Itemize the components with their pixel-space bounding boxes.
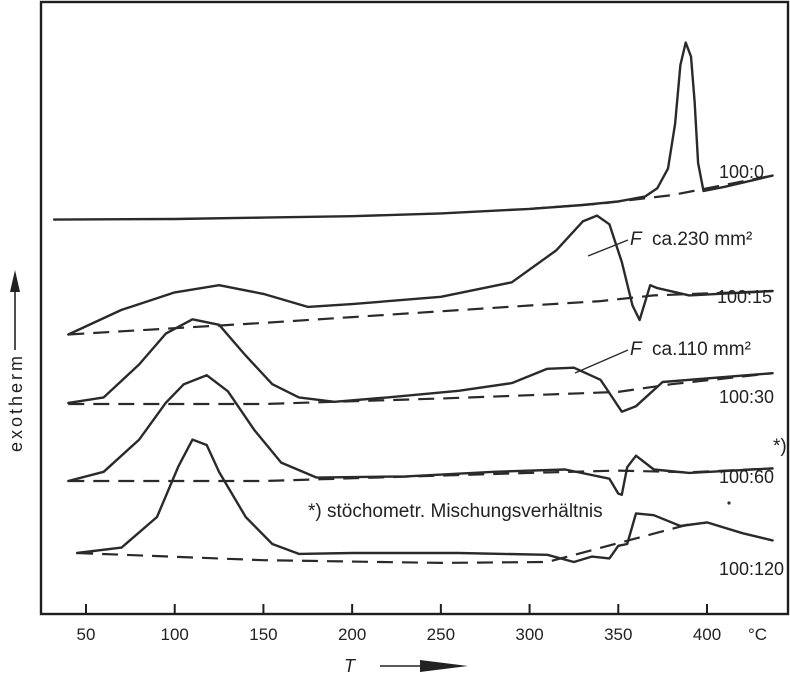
curve-label-100-120: 100:120 (719, 559, 784, 579)
baseline-100-30 (68, 372, 773, 406)
leader-line-230 (587, 239, 629, 257)
x-tick-label-150: 150 (249, 625, 277, 644)
curve-label-100-30: 100:30 (719, 387, 774, 407)
curve-label-100-60: 100:60 (719, 467, 774, 487)
y-axis-arrowhead-icon (10, 270, 20, 292)
curve-label-100-15: 100:15 (717, 287, 772, 307)
stray-dot (727, 501, 731, 505)
footnote-text: *) stöchometr. Mischungsverhältnis (308, 501, 603, 522)
leader-line-110 (574, 349, 629, 374)
dsc-curve-100-15 (67, 214, 774, 336)
dsc-curve-100-30 (67, 318, 774, 413)
area-value-label-110: ca.110 mm² (652, 339, 751, 360)
dsc-curve-100-0 (52, 41, 774, 221)
area-F-label-2: F (630, 339, 643, 360)
plot-frame (39, 0, 790, 616)
baseline-100-0 (529, 174, 773, 210)
x-tick-label-400: 400 (693, 625, 721, 644)
x-axis-label: T (344, 656, 357, 676)
baseline-100-60 (68, 467, 773, 483)
x-tick-label-350: 350 (604, 625, 632, 644)
x-tick-label-300: 300 (515, 625, 543, 644)
x-tick-label-50: 50 (77, 625, 96, 644)
x-tick-label-200: 200 (338, 625, 366, 644)
dsc-curve-100-120 (75, 438, 774, 564)
x-axis-unit: °C (748, 625, 767, 644)
stoichiometric-marker: *) (773, 436, 787, 457)
area-F-label-1: F (630, 229, 643, 250)
x-tick-label-250: 250 (427, 625, 455, 644)
area-value-label-230: ca.230 mm² (652, 229, 752, 250)
x-axis-arrowhead-icon (420, 660, 468, 672)
x-axis-ticks: 50 100 150 200 250 300 350 400 (77, 604, 721, 644)
curve-label-100-0: 100:0 (719, 162, 764, 182)
baseline-100-120 (77, 523, 690, 565)
curves-group: 100:0 100:15 100:30 100:60 100:120 (52, 41, 784, 579)
baseline-100-15 (68, 289, 773, 336)
x-tick-label-100: 100 (161, 625, 189, 644)
y-axis-label: exotherm (6, 353, 26, 452)
